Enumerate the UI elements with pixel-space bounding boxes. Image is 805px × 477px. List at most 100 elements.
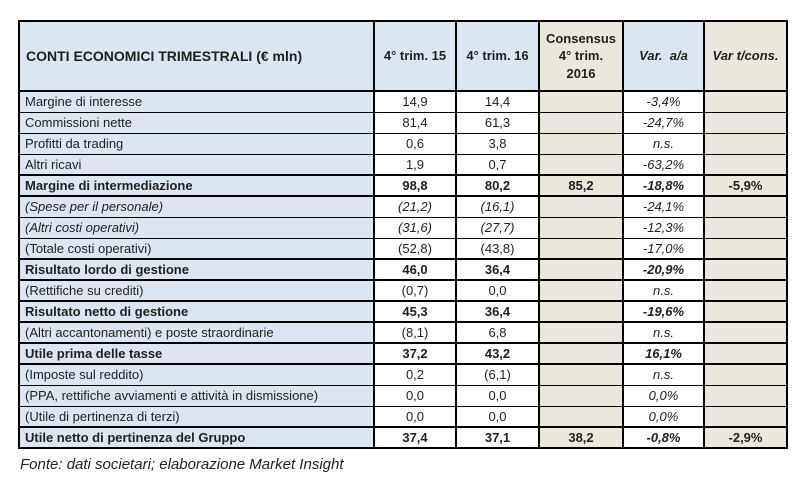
cell-consensus: [538, 237, 624, 260]
row-label: (Rettifiche su crediti): [18, 279, 375, 302]
table-row: (Totale costi operativi) (52,8) (43,8) -…: [18, 237, 788, 260]
row-label: Altri ricavi: [18, 153, 375, 176]
table-row: (Utile di pertinenza di terzi) 0,0 0,0 0…: [18, 405, 788, 428]
cell-q4-2016: (6,1): [455, 363, 540, 386]
cell-var-yoy: -17,0%: [622, 237, 705, 260]
column-header-q4-2015: 4° trim. 15: [373, 20, 457, 92]
cell-var-yoy: -12,3%: [622, 216, 705, 239]
row-label: (PPA, rettifiche avviamenti e attività i…: [18, 384, 375, 407]
table-title: CONTI ECONOMICI TRIMESTRALI (€ mln): [18, 20, 375, 92]
cell-q4-2015: 14,9: [373, 90, 457, 113]
cell-q4-2016: 43,2: [455, 342, 540, 365]
table-row: Utile netto di pertinenza del Gruppo 37,…: [18, 426, 788, 449]
cell-var-yoy: -3,4%: [622, 90, 705, 113]
cell-var-vs-consensus: [703, 90, 788, 113]
cell-q4-2016: 80,2: [455, 174, 540, 197]
table-row: Commissioni nette 81,4 61,3 -24,7%: [18, 111, 788, 134]
table-row: (Altri accantonamenti) e poste straordin…: [18, 321, 788, 344]
cell-q4-2015: 0,6: [373, 132, 457, 155]
cell-var-yoy: n.s.: [622, 279, 705, 302]
cell-var-yoy: 0,0%: [622, 405, 705, 428]
cell-var-yoy: -0,8%: [622, 426, 705, 449]
row-label: Utile prima delle tasse: [18, 342, 375, 365]
table-header: CONTI ECONOMICI TRIMESTRALI (€ mln) 4° t…: [18, 20, 788, 92]
cell-consensus: [538, 216, 624, 239]
cell-q4-2016: (16,1): [455, 195, 540, 218]
cell-consensus: [538, 258, 624, 281]
cell-q4-2016: 0,7: [455, 153, 540, 176]
cell-var-vs-consensus: [703, 258, 788, 281]
cell-q4-2015: (21,2): [373, 195, 457, 218]
row-label: (Utile di pertinenza di terzi): [18, 405, 375, 428]
cell-consensus: [538, 90, 624, 113]
row-label: Risultato netto di gestione: [18, 300, 375, 323]
cell-q4-2015: (8,1): [373, 321, 457, 344]
cell-consensus: [538, 153, 624, 176]
cell-q4-2016: 36,4: [455, 258, 540, 281]
cell-var-yoy: 16,1%: [622, 342, 705, 365]
cell-q4-2015: (0,7): [373, 279, 457, 302]
table-row: Utile prima delle tasse 37,2 43,2 16,1%: [18, 342, 788, 365]
cell-var-vs-consensus: [703, 405, 788, 428]
cell-var-yoy: -20,9%: [622, 258, 705, 281]
cell-consensus: [538, 363, 624, 386]
cell-var-vs-consensus: [703, 111, 788, 134]
cell-var-vs-consensus: [703, 300, 788, 323]
quarterly-pl-table: CONTI ECONOMICI TRIMESTRALI (€ mln) 4° t…: [18, 20, 788, 449]
cell-q4-2015: (52,8): [373, 237, 457, 260]
cell-q4-2016: 0,0: [455, 384, 540, 407]
row-label: Margine di interesse: [18, 90, 375, 113]
cell-q4-2016: (27,7): [455, 216, 540, 239]
cell-var-vs-consensus: [703, 342, 788, 365]
table-body: Margine di interesse 14,9 14,4 -3,4% Com…: [18, 90, 788, 449]
cell-q4-2015: 81,4: [373, 111, 457, 134]
cell-consensus: 85,2: [538, 174, 624, 197]
table-row: Risultato lordo di gestione 46,0 36,4 -2…: [18, 258, 788, 281]
cell-var-vs-consensus: -5,9%: [703, 174, 788, 197]
cell-var-yoy: n.s.: [622, 363, 705, 386]
table-row: (Spese per il personale) (21,2) (16,1) -…: [18, 195, 788, 218]
cell-consensus: [538, 405, 624, 428]
cell-consensus: [538, 132, 624, 155]
table-row: (PPA, rettifiche avviamenti e attività i…: [18, 384, 788, 407]
header-row: CONTI ECONOMICI TRIMESTRALI (€ mln) 4° t…: [18, 20, 788, 92]
cell-var-vs-consensus: [703, 384, 788, 407]
cell-consensus: [538, 111, 624, 134]
cell-q4-2016: 3,8: [455, 132, 540, 155]
table-row: Altri ricavi 1,9 0,7 -63,2%: [18, 153, 788, 176]
cell-var-vs-consensus: [703, 237, 788, 260]
cell-var-yoy: -19,6%: [622, 300, 705, 323]
cell-q4-2015: 1,9: [373, 153, 457, 176]
table-row: (Altri costi operativi) (31,6) (27,7) -1…: [18, 216, 788, 239]
cell-q4-2015: 37,4: [373, 426, 457, 449]
row-label: Risultato lordo di gestione: [18, 258, 375, 281]
row-label: (Imposte sul reddito): [18, 363, 375, 386]
row-label: Commissioni nette: [18, 111, 375, 134]
cell-q4-2016: 6,8: [455, 321, 540, 344]
row-label: (Totale costi operativi): [18, 237, 375, 260]
row-label: (Spese per il personale): [18, 195, 375, 218]
cell-var-vs-consensus: [703, 153, 788, 176]
column-header-q4-2016: 4° trim. 16: [455, 20, 540, 92]
cell-var-yoy: -63,2%: [622, 153, 705, 176]
cell-q4-2016: 61,3: [455, 111, 540, 134]
cell-q4-2015: 37,2: [373, 342, 457, 365]
cell-q4-2016: (43,8): [455, 237, 540, 260]
cell-consensus: [538, 279, 624, 302]
cell-var-vs-consensus: [703, 216, 788, 239]
cell-q4-2016: 0,0: [455, 405, 540, 428]
cell-q4-2016: 36,4: [455, 300, 540, 323]
cell-q4-2015: 45,3: [373, 300, 457, 323]
cell-var-vs-consensus: [703, 195, 788, 218]
cell-consensus: [538, 342, 624, 365]
cell-q4-2016: 37,1: [455, 426, 540, 449]
cell-consensus: [538, 321, 624, 344]
column-header-consensus: Consensus 4° trim. 2016: [538, 20, 624, 92]
cell-var-yoy: -24,7%: [622, 111, 705, 134]
cell-q4-2015: 0,0: [373, 384, 457, 407]
row-label: Profitti da trading: [18, 132, 375, 155]
column-header-var-yoy: Var. a/a: [622, 20, 705, 92]
table-row: Profitti da trading 0,6 3,8 n.s.: [18, 132, 788, 155]
row-label: Margine di intermediazione: [18, 174, 375, 197]
cell-var-yoy: n.s.: [622, 132, 705, 155]
